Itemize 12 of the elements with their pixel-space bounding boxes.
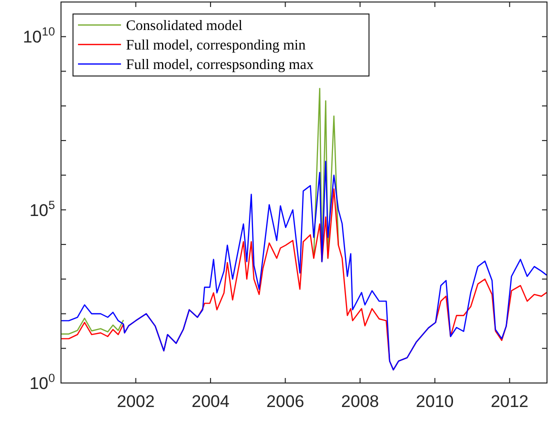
x-tick-label: 2004 xyxy=(192,392,230,411)
x-tick-label: 2012 xyxy=(490,392,529,411)
x-tick-label: 2006 xyxy=(266,392,304,411)
legend-label: Full model, corresponding min xyxy=(126,38,306,54)
x-tick-label: 2010 xyxy=(416,392,454,411)
y-tick-label: 10$^{5}$ xyxy=(29,198,56,220)
y-tick-label: 10$^{0}$ xyxy=(29,371,56,393)
x-tick-label: 2008 xyxy=(341,392,379,411)
legend-label: Consolidated model xyxy=(126,18,242,34)
x-tick-label: 2002 xyxy=(116,392,155,411)
legend-label: Full model, correspsonding max xyxy=(126,57,314,73)
y-tick-label: 10$^{10}$ xyxy=(22,24,56,47)
